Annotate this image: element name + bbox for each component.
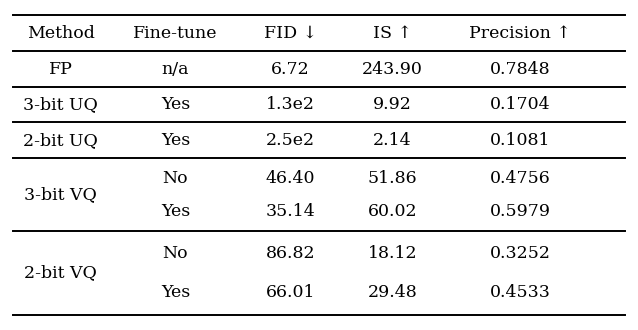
Text: 2-bit UQ: 2-bit UQ [23, 132, 98, 149]
Text: Precision ↑: Precision ↑ [469, 24, 571, 42]
Text: 0.1081: 0.1081 [490, 132, 550, 149]
Text: 86.82: 86.82 [265, 245, 315, 262]
Text: Yes: Yes [161, 96, 190, 113]
Text: 2-bit VQ: 2-bit VQ [24, 265, 97, 281]
Text: 3-bit VQ: 3-bit VQ [24, 186, 97, 203]
Text: Yes: Yes [161, 132, 190, 149]
Text: 46.40: 46.40 [265, 170, 315, 186]
Text: 0.3252: 0.3252 [489, 245, 551, 262]
Text: 66.01: 66.01 [265, 284, 315, 301]
Text: 2.14: 2.14 [373, 132, 412, 149]
Text: Yes: Yes [161, 284, 190, 301]
Text: IS ↑: IS ↑ [373, 24, 412, 42]
Text: 1.3e2: 1.3e2 [266, 96, 315, 113]
Text: 0.7848: 0.7848 [489, 61, 551, 78]
Text: Yes: Yes [161, 203, 190, 220]
Text: 0.4756: 0.4756 [489, 170, 551, 186]
Text: 60.02: 60.02 [367, 203, 417, 220]
Text: 6.72: 6.72 [271, 61, 309, 78]
Text: 0.5979: 0.5979 [489, 203, 551, 220]
Text: 3-bit UQ: 3-bit UQ [23, 96, 98, 113]
Text: No: No [163, 245, 188, 262]
Text: FP: FP [48, 61, 73, 78]
Text: 9.92: 9.92 [373, 96, 412, 113]
Text: 29.48: 29.48 [367, 284, 417, 301]
Text: FID ↓: FID ↓ [263, 24, 317, 42]
Text: Fine-tune: Fine-tune [133, 24, 218, 42]
Text: 18.12: 18.12 [367, 245, 417, 262]
Text: 243.90: 243.90 [362, 61, 423, 78]
Text: 0.4533: 0.4533 [489, 284, 551, 301]
Text: Method: Method [27, 24, 94, 42]
Text: n/a: n/a [161, 61, 189, 78]
Text: No: No [163, 170, 188, 186]
Text: 51.86: 51.86 [367, 170, 417, 186]
Text: 0.1704: 0.1704 [489, 96, 551, 113]
Text: 2.5e2: 2.5e2 [266, 132, 315, 149]
Text: 35.14: 35.14 [265, 203, 315, 220]
